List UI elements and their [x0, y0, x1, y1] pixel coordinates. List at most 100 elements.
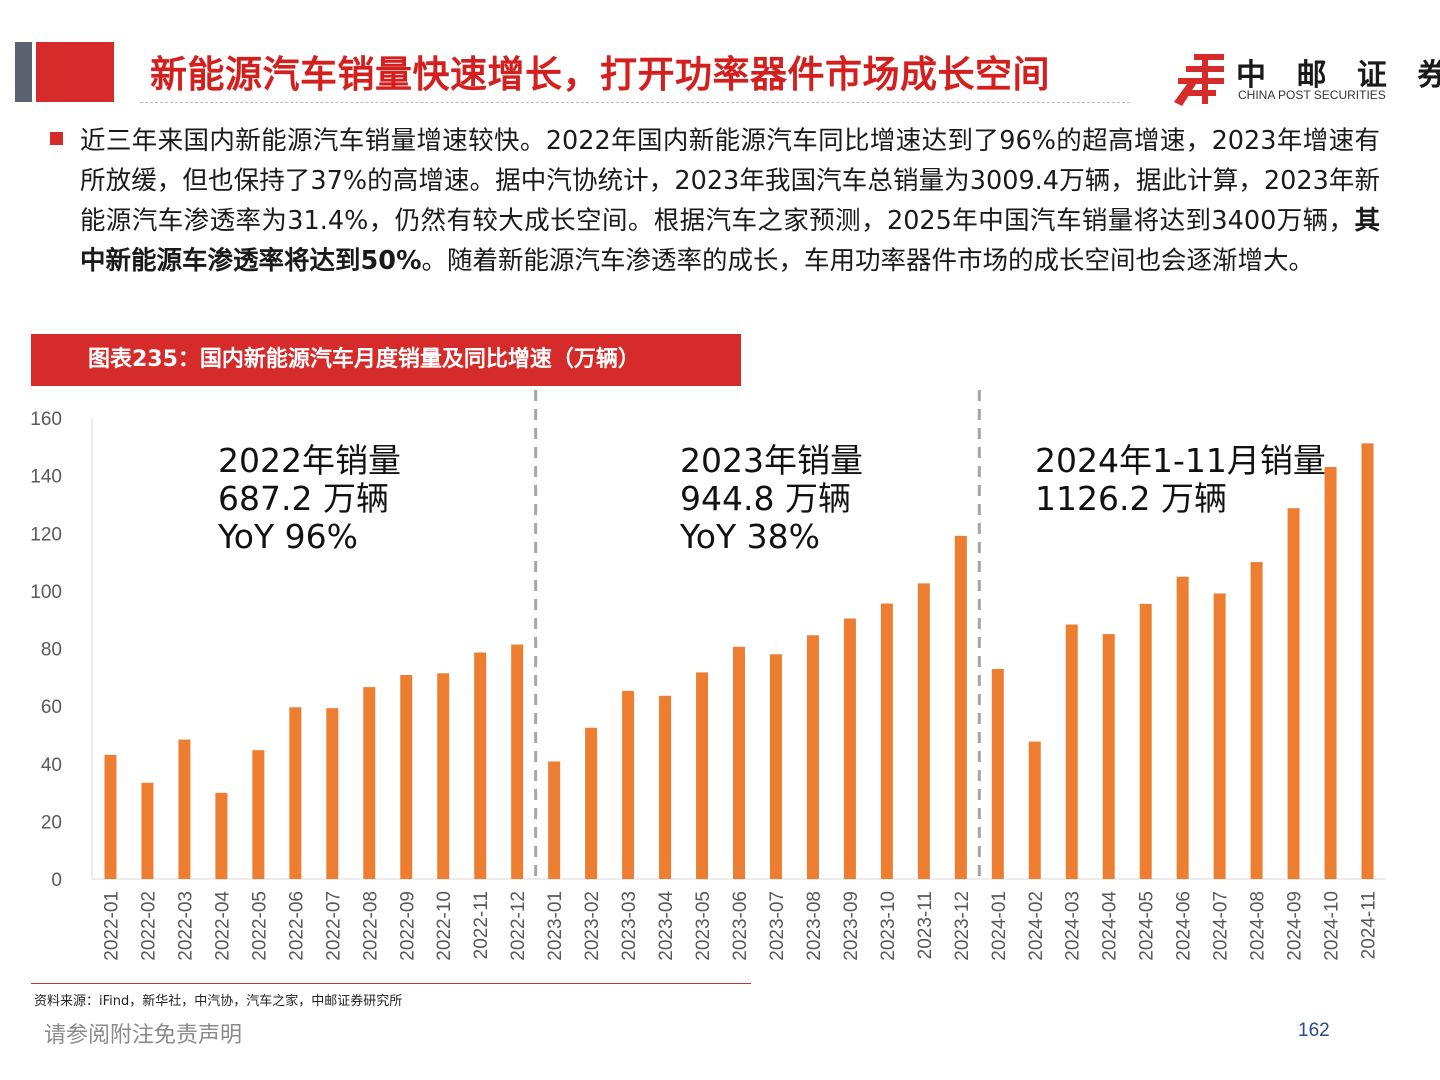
y-tick-label: 140 — [30, 467, 62, 488]
y-tick-label: 0 — [51, 870, 62, 891]
y-tick-label: 160 — [30, 409, 62, 430]
x-tick-label: 2022-10 — [434, 891, 455, 961]
bar — [1028, 741, 1041, 879]
disclaimer-text: 请参阅附注免责声明 — [44, 1023, 243, 1048]
bar — [696, 672, 709, 879]
x-tick-label: 2022-02 — [138, 891, 159, 961]
company-logo: 中 邮 证 券 CHINA POST SECURITIES — [1172, 50, 1440, 106]
bar — [400, 675, 413, 879]
x-tick-label: 2024-06 — [1174, 891, 1195, 961]
bar — [991, 668, 1004, 879]
x-tick-label: 2022-05 — [249, 891, 270, 961]
x-tick-label: 2023-07 — [767, 891, 788, 961]
bar — [326, 708, 339, 879]
china-post-emblem-icon — [1174, 54, 1224, 106]
annotation-line: 944.8 万辆 — [680, 479, 851, 518]
y-tick-label: 40 — [41, 755, 62, 776]
bar — [1287, 508, 1300, 879]
figure-title-bar: 图表235：国内新能源汽车月度销量及同比增速（万辆） — [31, 334, 741, 386]
body-paragraph: 近三年来国内新能源汽车销量增速较快。2022年国内新能源汽车同比增速达到了96%… — [80, 121, 1380, 281]
x-tick-label: 2022-06 — [286, 891, 307, 961]
bar — [622, 690, 635, 879]
y-tick-label: 60 — [41, 697, 62, 718]
x-tick-label: 2024-03 — [1063, 891, 1084, 961]
logo-english-text: CHINA POST SECURITIES — [1238, 88, 1386, 102]
x-tick-label: 2023-11 — [915, 891, 936, 959]
bar — [880, 603, 893, 879]
x-tick-label: 2024-05 — [1137, 891, 1158, 961]
x-tick-label: 2023-08 — [804, 891, 825, 961]
y-tick-label: 120 — [30, 524, 62, 545]
y-tick-label: 20 — [41, 812, 62, 833]
bar — [806, 635, 819, 879]
bar — [437, 673, 450, 879]
annotation-line: YoY 96% — [217, 517, 358, 556]
sales-bar-chart: 0 20 40 60 80 100 120 140 160 2022-01 2022-02 2022-… — [30, 390, 1386, 961]
bar — [178, 739, 191, 879]
bar — [1065, 624, 1078, 879]
x-tick-label: 2022-04 — [212, 891, 233, 961]
bar — [1139, 603, 1152, 879]
bar — [1361, 443, 1374, 879]
paragraph-bold-text: 其中新能源车渗透率将达到50% — [80, 206, 1380, 276]
x-tick-label: 2024-07 — [1211, 891, 1232, 961]
x-tick-label: 2023-01 — [545, 891, 566, 961]
x-tick-label: 2022-12 — [508, 891, 529, 961]
x-tick-label: 2024-04 — [1100, 891, 1121, 961]
x-tick-label: 2024-08 — [1248, 891, 1269, 961]
bar — [215, 792, 228, 879]
bar — [1102, 634, 1115, 879]
bar — [548, 761, 561, 879]
x-tick-label: 2022-03 — [175, 891, 196, 961]
header-decor-red-block — [36, 42, 114, 102]
x-tick-label: 2023-09 — [841, 891, 862, 961]
paragraph-text-end: 。随着新能源汽车渗透率的成长，车用功率器件市场的成长空间也会逐渐增大。 — [421, 246, 1315, 276]
x-tick-label: 2023-02 — [582, 891, 603, 961]
x-tick-label: 2022-01 — [101, 891, 122, 961]
bar — [843, 618, 856, 879]
x-tick-label: 2023-06 — [730, 891, 751, 961]
x-tick-label: 2024-11 — [1359, 891, 1380, 959]
year-sales-annotation: 2023年销量 944.8 万辆 YoY 38% — [679, 441, 863, 556]
x-tick-label: 2024-01 — [989, 891, 1010, 961]
bar — [1324, 466, 1337, 879]
x-tick-label: 2023-04 — [656, 891, 677, 961]
x-tick-label: 2022-08 — [360, 891, 381, 961]
bar — [769, 654, 782, 879]
bar — [954, 535, 967, 879]
annotation-line: YoY 38% — [679, 517, 820, 556]
bar — [363, 687, 376, 879]
year-sales-annotation: 2024年1-11月销量 1126.2 万辆 — [1035, 441, 1326, 518]
bullet-square-icon — [50, 132, 63, 145]
paragraph-text: 近三年来国内新能源汽车销量增速较快。2022年国内新能源汽车同比增速达到了96%… — [80, 126, 1380, 236]
page-number: 162 — [1298, 1020, 1330, 1041]
source-divider — [31, 983, 751, 984]
bar — [659, 695, 672, 879]
annotation-line: 2022年销量 — [218, 441, 401, 480]
bar — [104, 754, 117, 879]
x-tick-label: 2023-05 — [693, 891, 714, 961]
bar — [1176, 576, 1189, 879]
bar — [289, 707, 302, 879]
bar — [1213, 593, 1226, 879]
x-tick-label: 2024-02 — [1026, 891, 1047, 961]
x-tick-label: 2022-11 — [471, 891, 492, 959]
x-tick-label: 2022-09 — [397, 891, 418, 961]
x-tick-label: 2023-03 — [619, 891, 640, 961]
x-tick-label: 2023-10 — [878, 891, 899, 961]
annotation-line: 2024年1-11月销量 — [1035, 441, 1326, 480]
bar — [474, 652, 487, 879]
annotation-line: 2023年销量 — [680, 441, 863, 480]
y-tick-label: 80 — [41, 640, 62, 661]
x-tick-label: 2024-10 — [1322, 891, 1343, 961]
annotation-line: 1126.2 万辆 — [1035, 479, 1227, 518]
page-title: 新能源汽车销量快速增长，打开功率器件市场成长空间 — [150, 53, 1050, 96]
y-tick-label: 100 — [30, 582, 62, 603]
title-divider — [140, 102, 1130, 103]
x-tick-label: 2023-12 — [952, 891, 973, 961]
x-tick-label: 2024-09 — [1285, 891, 1306, 961]
annotation-line: 687.2 万辆 — [218, 479, 389, 518]
source-note: 资料来源：iFind，新华社，中汽协，汽车之家，中邮证券研究所 — [34, 994, 403, 1009]
bar — [585, 727, 598, 879]
bar — [733, 646, 745, 879]
